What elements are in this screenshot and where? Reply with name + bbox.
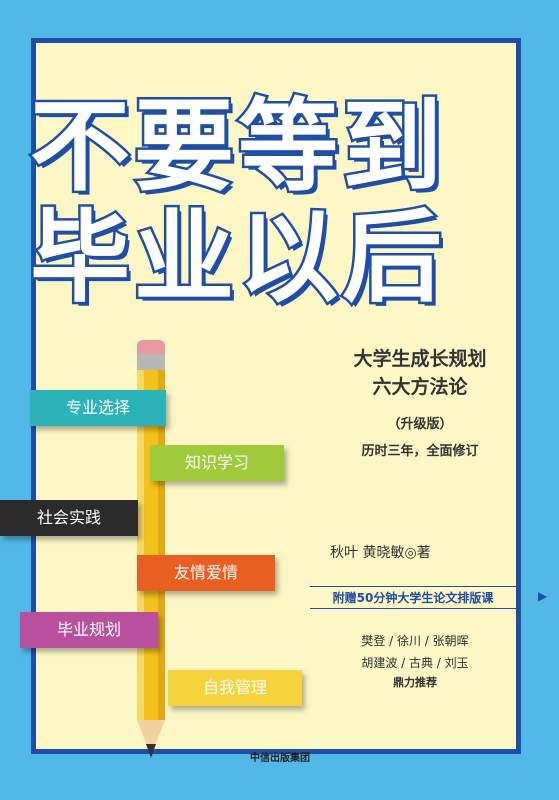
authors: 秋叶 黄晓敏◎著 bbox=[330, 545, 431, 561]
pencil-highlight bbox=[137, 370, 144, 720]
recommend-note: 鼎力推荐 bbox=[393, 676, 437, 689]
title-line-2: 毕业以后 bbox=[28, 199, 446, 316]
pencil-tip-lead bbox=[146, 744, 156, 758]
bonus-banner: 附赠50分钟大学生论文排版课 bbox=[310, 586, 516, 609]
arrow-right-icon: ▶ bbox=[538, 589, 548, 603]
pencil-label-graduation-plan: 毕业规划 bbox=[20, 612, 158, 648]
subtitle-line-1: 大学生成长规划 bbox=[353, 348, 487, 370]
pencil-label-major-choice: 专业选择 bbox=[30, 390, 166, 426]
recommenders-line-1: 樊登 / 徐川 / 张朝晖 bbox=[361, 634, 469, 648]
title-line-1: 不要等到 bbox=[28, 88, 446, 205]
pencil-ferrule bbox=[137, 354, 165, 370]
pencil-shade bbox=[158, 370, 165, 720]
pencil-label-friendship-love: 友情爱情 bbox=[137, 555, 275, 591]
pencil-label-social-practice: 社会实践 bbox=[0, 500, 138, 536]
subtitle-line-2: 六大方法论 bbox=[372, 376, 468, 398]
pencil-label-knowledge-learning: 知识学习 bbox=[150, 445, 284, 481]
pencil-label-self-management: 自我管理 bbox=[168, 670, 302, 706]
publisher-name: 中信出版集团 bbox=[250, 753, 310, 764]
recommenders-line-2: 胡建波 / 古典 / 刘玉 bbox=[361, 656, 469, 670]
revision-note: 历时三年，全面修订 bbox=[361, 444, 479, 459]
pencil-tip-wood bbox=[137, 720, 165, 756]
pencil-eraser bbox=[137, 340, 165, 354]
edition-label: （升级版） bbox=[387, 417, 453, 432]
